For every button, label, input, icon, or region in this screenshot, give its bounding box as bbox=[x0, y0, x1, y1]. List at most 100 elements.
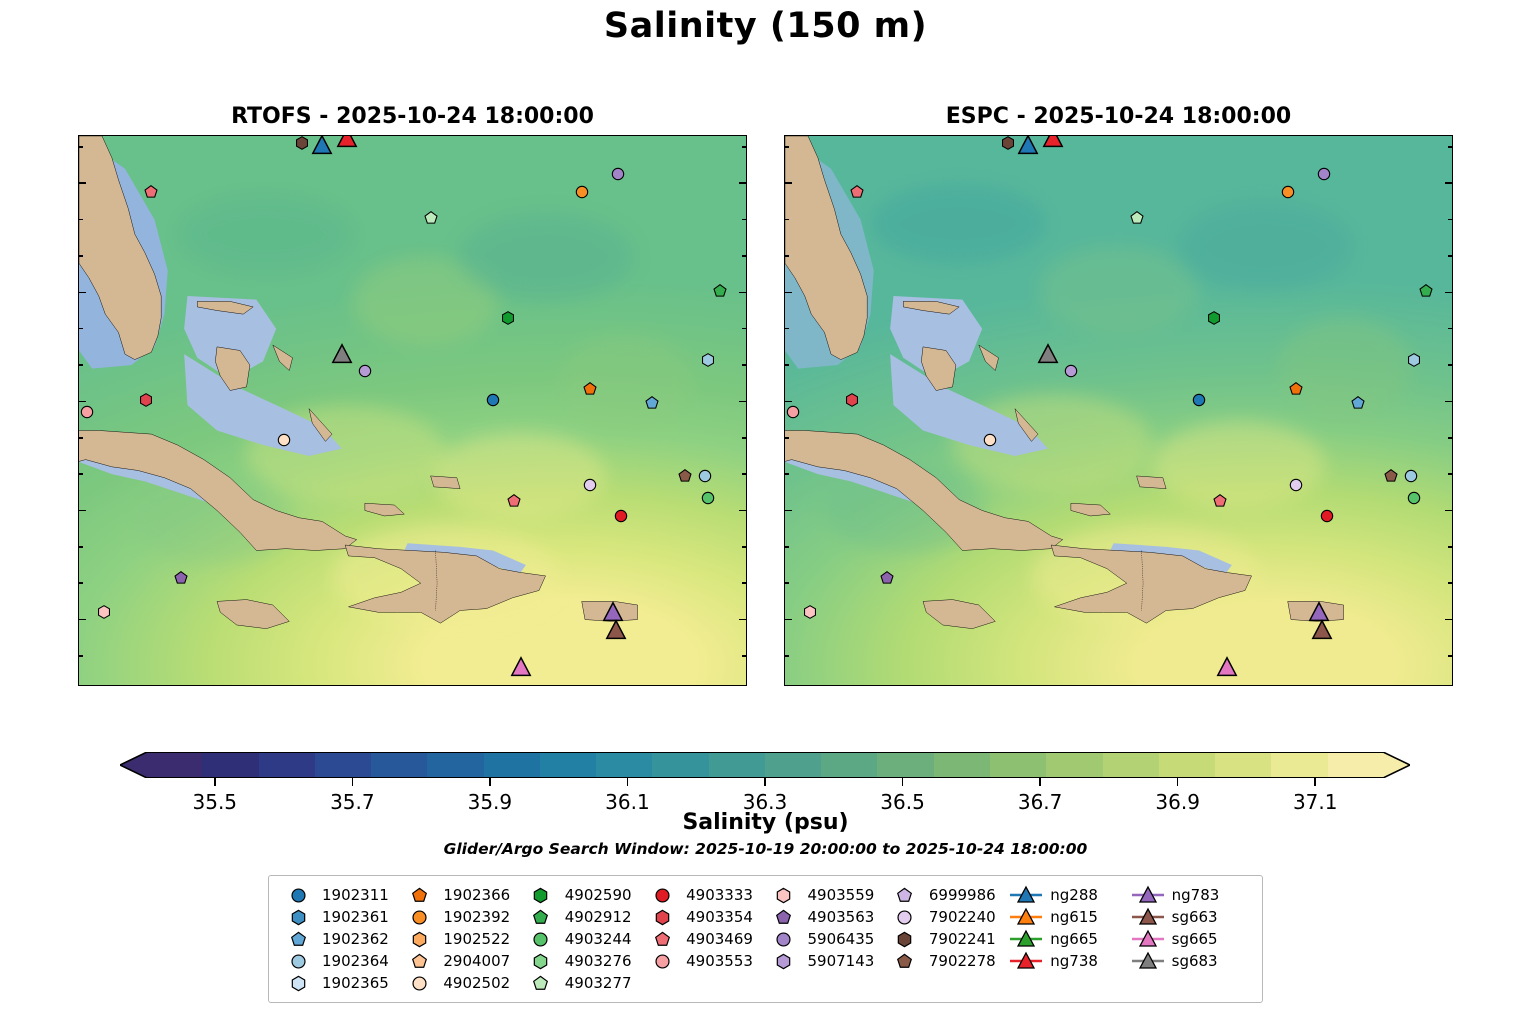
legend-label: 6999986 bbox=[928, 886, 996, 904]
observation-marker-1902366[interactable] bbox=[1288, 381, 1303, 396]
legend-item-2904007[interactable]: 2904007 bbox=[402, 950, 523, 972]
observation-marker-sg663[interactable] bbox=[605, 619, 627, 641]
legend-item-4903559[interactable]: 4903559 bbox=[767, 884, 888, 906]
observation-marker-1902392[interactable] bbox=[1280, 185, 1295, 200]
observation-marker-4903469b[interactable] bbox=[507, 494, 522, 509]
legend-item-7902240[interactable]: 7902240 bbox=[888, 906, 1009, 928]
legend-item-5907143[interactable]: 5907143 bbox=[767, 950, 888, 972]
observation-marker-4902590[interactable] bbox=[1206, 310, 1221, 325]
legend-item-ng665[interactable]: ng665 bbox=[1009, 928, 1130, 950]
legend-item-4903333[interactable]: 4903333 bbox=[645, 884, 766, 906]
observation-marker-1902364[interactable] bbox=[701, 352, 716, 367]
observation-marker-ng738[interactable] bbox=[1042, 136, 1064, 148]
observation-marker-4903277[interactable] bbox=[423, 210, 438, 225]
observation-marker-4903244[interactable] bbox=[701, 490, 716, 505]
map-rtofs[interactable]: 81°W78°W75°W72°W69°W66°W63°W30°N27°N24°N… bbox=[78, 135, 747, 686]
observation-marker-4903333[interactable] bbox=[614, 508, 629, 523]
observation-marker-4903563[interactable] bbox=[879, 570, 894, 585]
observation-marker-1902364b[interactable] bbox=[1403, 468, 1418, 483]
legend-item-4903354[interactable]: 4903354 bbox=[645, 906, 766, 928]
observation-marker-7902241[interactable] bbox=[295, 136, 310, 151]
legend-item-1902361[interactable]: 1902361 bbox=[281, 906, 402, 928]
observation-marker-1902362[interactable] bbox=[1351, 396, 1366, 411]
observation-marker-1902366[interactable] bbox=[582, 381, 597, 396]
observation-marker-4903553[interactable] bbox=[786, 405, 801, 420]
legend-item-1902366[interactable]: 1902366 bbox=[402, 884, 523, 906]
observation-marker-4903563[interactable] bbox=[173, 570, 188, 585]
observation-marker-7902278[interactable] bbox=[678, 468, 693, 483]
observation-marker-7902241[interactable] bbox=[1001, 136, 1016, 151]
legend-item-7902241[interactable]: 7902241 bbox=[888, 928, 1009, 950]
legend-item-1902392[interactable]: 1902392 bbox=[402, 906, 523, 928]
legend-item-1902522[interactable]: 1902522 bbox=[402, 928, 523, 950]
legend-item-1902365[interactable]: 1902365 bbox=[281, 972, 402, 994]
observation-marker-4903469[interactable] bbox=[144, 185, 159, 200]
ytick bbox=[79, 509, 86, 512]
observation-marker-4903354[interactable] bbox=[139, 392, 154, 407]
legend-item-4902912[interactable]: 4902912 bbox=[524, 906, 645, 928]
observation-marker-4902912[interactable] bbox=[712, 283, 727, 298]
observation-marker-4902502[interactable] bbox=[983, 432, 998, 447]
observation-marker-1902364[interactable] bbox=[1407, 352, 1422, 367]
legend-item-4903469[interactable]: 4903469 bbox=[645, 928, 766, 950]
observation-marker-1902362[interactable] bbox=[645, 396, 660, 411]
observation-marker-sg683[interactable] bbox=[1037, 343, 1059, 365]
observation-marker-7902240[interactable] bbox=[1288, 478, 1303, 493]
observation-marker-ng738[interactable] bbox=[336, 136, 358, 148]
legend-item-ng783[interactable]: ng783 bbox=[1131, 884, 1252, 906]
legend-item-sg683[interactable]: sg683 bbox=[1131, 950, 1252, 972]
observation-marker-sg663[interactable] bbox=[1311, 619, 1333, 641]
legend-item-4903244[interactable]: 4903244 bbox=[524, 928, 645, 950]
observation-marker-5906435[interactable] bbox=[610, 167, 625, 182]
legend-item-ng738[interactable]: ng738 bbox=[1009, 950, 1130, 972]
legend-item-4903276[interactable]: 4903276 bbox=[524, 950, 645, 972]
observation-marker-7902278[interactable] bbox=[1384, 468, 1399, 483]
observation-marker-4903333[interactable] bbox=[1320, 508, 1335, 523]
observation-marker-sg683[interactable] bbox=[331, 343, 353, 365]
observation-marker-4903354[interactable] bbox=[845, 392, 860, 407]
observation-marker-5907143[interactable] bbox=[1063, 363, 1078, 378]
observation-marker-4903469b[interactable] bbox=[1213, 494, 1228, 509]
observation-marker-1902311[interactable] bbox=[1192, 392, 1207, 407]
observation-marker-1902392[interactable] bbox=[574, 185, 589, 200]
legend-item-7902278[interactable]: 7902278 bbox=[888, 950, 1009, 972]
observation-marker-sg665[interactable] bbox=[510, 655, 532, 677]
legend-item-sg663[interactable]: sg663 bbox=[1131, 906, 1252, 928]
observation-marker-ng288[interactable] bbox=[1017, 136, 1039, 156]
observation-marker-4902590[interactable] bbox=[500, 310, 515, 325]
legend-item-4902590[interactable]: 4902590 bbox=[524, 884, 645, 906]
map-espc[interactable]: 81°W78°W75°W72°W69°W66°W63°W30°N27°N24°N… bbox=[784, 135, 1453, 686]
legend-item-4903553[interactable]: 4903553 bbox=[645, 950, 766, 972]
observation-marker-ng783[interactable] bbox=[602, 601, 624, 623]
ytick-minor bbox=[785, 655, 789, 657]
legend-item-4902502[interactable]: 4902502 bbox=[402, 972, 523, 994]
observation-marker-4903277[interactable] bbox=[1129, 210, 1144, 225]
legend-item-sg665[interactable]: sg665 bbox=[1131, 928, 1252, 950]
legend-marker-pentagon-icon bbox=[281, 929, 315, 949]
legend-item-1902311[interactable]: 1902311 bbox=[281, 884, 402, 906]
legend-item-ng288[interactable]: ng288 bbox=[1009, 884, 1130, 906]
observation-marker-5907143[interactable] bbox=[357, 363, 372, 378]
legend-item-4903277[interactable]: 4903277 bbox=[524, 972, 645, 994]
observation-marker-1902311[interactable] bbox=[486, 392, 501, 407]
observation-marker-4903469[interactable] bbox=[850, 185, 865, 200]
observation-marker-1902364b[interactable] bbox=[697, 468, 712, 483]
legend-item-4903563[interactable]: 4903563 bbox=[767, 906, 888, 928]
observation-marker-ng783[interactable] bbox=[1308, 601, 1330, 623]
observation-marker-7902240[interactable] bbox=[582, 478, 597, 493]
observation-marker-4903559[interactable] bbox=[96, 605, 111, 620]
legend-item-5906435[interactable]: 5906435 bbox=[767, 928, 888, 950]
observation-marker-5906435[interactable] bbox=[1316, 167, 1331, 182]
observation-marker-4902502[interactable] bbox=[277, 432, 292, 447]
observation-marker-4902912[interactable] bbox=[1418, 283, 1433, 298]
observation-marker-4903559[interactable] bbox=[802, 605, 817, 620]
legend-item-1902364[interactable]: 1902364 bbox=[281, 950, 402, 972]
legend-marker-circle-icon bbox=[402, 907, 436, 927]
legend-item-6999986[interactable]: 6999986 bbox=[888, 884, 1009, 906]
observation-marker-4903244[interactable] bbox=[1407, 490, 1422, 505]
observation-marker-4903553[interactable] bbox=[80, 405, 95, 420]
legend-item-1902362[interactable]: 1902362 bbox=[281, 928, 402, 950]
observation-marker-sg665[interactable] bbox=[1216, 655, 1238, 677]
observation-marker-ng288[interactable] bbox=[311, 136, 333, 156]
legend-item-ng615[interactable]: ng615 bbox=[1009, 906, 1130, 928]
